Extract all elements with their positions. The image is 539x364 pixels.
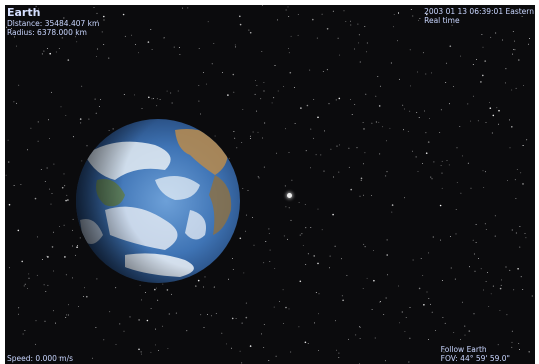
speed-readout: Speed: 0.000 m/s bbox=[7, 354, 74, 363]
hud-bottom-right: Follow Earth FOV: 44° 59' 59.0" bbox=[441, 345, 510, 363]
hud-top-left: Earth Distance: 35484.407 km Radius: 637… bbox=[7, 6, 100, 38]
time-mode-readout: Real time bbox=[424, 16, 460, 25]
earth-planet[interactable] bbox=[5, 5, 535, 364]
hud-top-right: 2003 01 13 06:39:01 Eastern Real time bbox=[424, 7, 534, 25]
hud-bottom-left: Speed: 0.000 m/s bbox=[7, 354, 73, 363]
datetime-readout: 2003 01 13 06:39:01 Eastern bbox=[424, 7, 534, 16]
fov-readout: FOV: 44° 59' 59.0" bbox=[440, 354, 510, 363]
radius-readout: Radius: 6378.000 km bbox=[7, 28, 87, 37]
distance-readout: Distance: 35484.407 km bbox=[7, 19, 100, 28]
follow-readout: Follow Earth bbox=[440, 345, 487, 354]
target-name: Earth bbox=[7, 6, 41, 19]
space-viewport[interactable]: Earth Distance: 35484.407 km Radius: 637… bbox=[5, 5, 535, 364]
distant-sun[interactable] bbox=[287, 193, 292, 198]
